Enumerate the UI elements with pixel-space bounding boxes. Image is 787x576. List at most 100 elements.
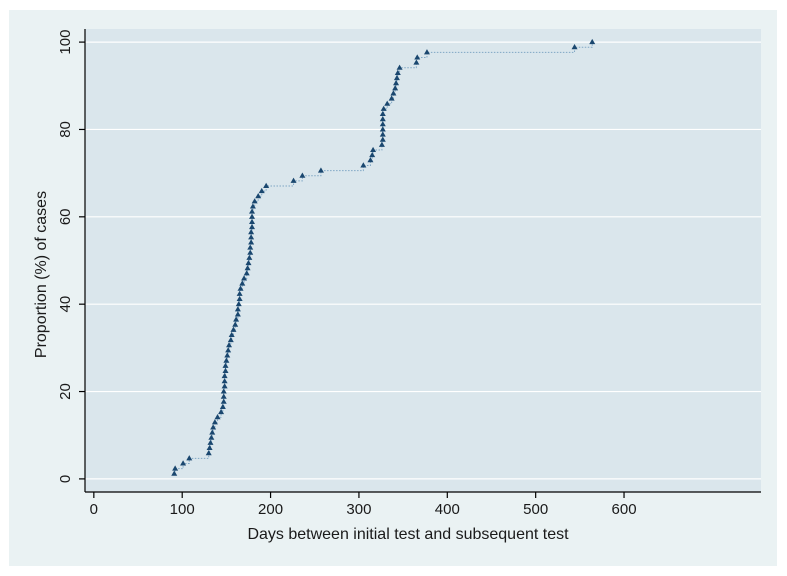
- data-point: [251, 198, 258, 204]
- data-point: [237, 285, 244, 291]
- data-point: [225, 347, 232, 353]
- data-point: [390, 90, 397, 96]
- data-point: [249, 218, 256, 224]
- data-point: [388, 95, 395, 101]
- data-point: [233, 316, 240, 322]
- x-tick-label: 100: [170, 501, 195, 518]
- data-point: [369, 151, 376, 158]
- data-point: [210, 424, 217, 430]
- data-point: [379, 126, 386, 132]
- data-point: [205, 450, 212, 456]
- data-point: [249, 208, 256, 214]
- x-tick-label: 300: [346, 501, 371, 518]
- data-point: [379, 131, 386, 137]
- data-point: [249, 213, 256, 219]
- x-tick-label: 600: [612, 501, 637, 518]
- data-point: [234, 306, 241, 312]
- data-point: [219, 403, 226, 409]
- data-point: [209, 429, 216, 435]
- data-point: [299, 172, 306, 178]
- data-point: [384, 100, 391, 106]
- data-point: [222, 367, 229, 373]
- data-point: [224, 352, 231, 358]
- x-tick-label: 0: [90, 501, 98, 518]
- data-point: [249, 223, 256, 230]
- data-point: [228, 331, 235, 338]
- data-point: [239, 280, 246, 286]
- data-point: [246, 254, 253, 260]
- data-point: [172, 465, 179, 471]
- data-point: [245, 259, 252, 266]
- data-point: [317, 167, 324, 173]
- data-point: [230, 326, 237, 332]
- data-point: [379, 136, 386, 142]
- data-point: [247, 244, 254, 250]
- data-point: [218, 408, 225, 415]
- data-point: [226, 342, 233, 348]
- data-point: [227, 336, 234, 343]
- data-point: [208, 434, 215, 440]
- y-tick-label: 40: [57, 296, 74, 313]
- data-point: [248, 239, 255, 245]
- data-point: [258, 187, 265, 194]
- data-point: [589, 38, 596, 45]
- data-point: [379, 110, 386, 117]
- data-point: [206, 444, 213, 451]
- data-point: [263, 182, 270, 188]
- y-tick-label: 20: [57, 383, 74, 400]
- data-point: [211, 419, 218, 425]
- data-point: [221, 378, 228, 384]
- data-point: [380, 105, 387, 111]
- y-tick-label: 80: [57, 121, 74, 138]
- data-point: [243, 270, 250, 276]
- data-point: [413, 59, 420, 65]
- x-tick-label: 400: [435, 501, 460, 518]
- x-axis-ticks: 0 100 200 300 400 500 600: [90, 492, 637, 518]
- data-point: [222, 362, 229, 368]
- axes: [84, 29, 761, 493]
- data-point: [241, 275, 248, 281]
- data-point: [392, 85, 399, 91]
- x-tick-label: 500: [523, 501, 548, 518]
- data-point: [186, 455, 193, 461]
- data-point: [367, 157, 374, 163]
- data-point: [414, 54, 421, 60]
- data-point: [236, 295, 243, 302]
- data-point: [379, 115, 386, 122]
- data-point: [232, 321, 239, 327]
- data-point: [396, 64, 403, 70]
- data-point: [290, 177, 297, 183]
- y-tick-label: 0: [57, 475, 74, 483]
- y-axis-ticks: 0 20 40 60 80 100: [57, 30, 85, 483]
- data-point: [248, 229, 255, 235]
- data-point: [220, 393, 227, 399]
- data-point: [423, 49, 430, 55]
- y-axis-title: Proportion (%) of cases: [33, 191, 50, 358]
- x-tick-label: 200: [258, 501, 283, 518]
- data-point: [571, 44, 578, 50]
- data-point: [220, 388, 227, 394]
- y-tick-label: 60: [57, 208, 74, 225]
- data-point: [207, 439, 214, 445]
- data-point: [393, 80, 400, 86]
- data-point: [360, 162, 367, 168]
- gridlines: [85, 41, 761, 480]
- data-point: [378, 141, 385, 147]
- data-point: [223, 357, 230, 363]
- data-point: [221, 383, 228, 389]
- data-point: [235, 300, 242, 307]
- data-point: [221, 372, 228, 379]
- data-point: [255, 193, 262, 199]
- data-point: [247, 249, 254, 255]
- y-tick-label: 100: [57, 30, 74, 55]
- data-point: [234, 311, 241, 317]
- data-point: [171, 470, 178, 476]
- data-point: [248, 234, 255, 240]
- data-point: [236, 290, 243, 296]
- data-markers: [171, 38, 596, 476]
- data-point: [370, 146, 377, 153]
- data-point: [214, 414, 221, 420]
- data-point: [244, 264, 251, 271]
- data-point: [379, 121, 386, 127]
